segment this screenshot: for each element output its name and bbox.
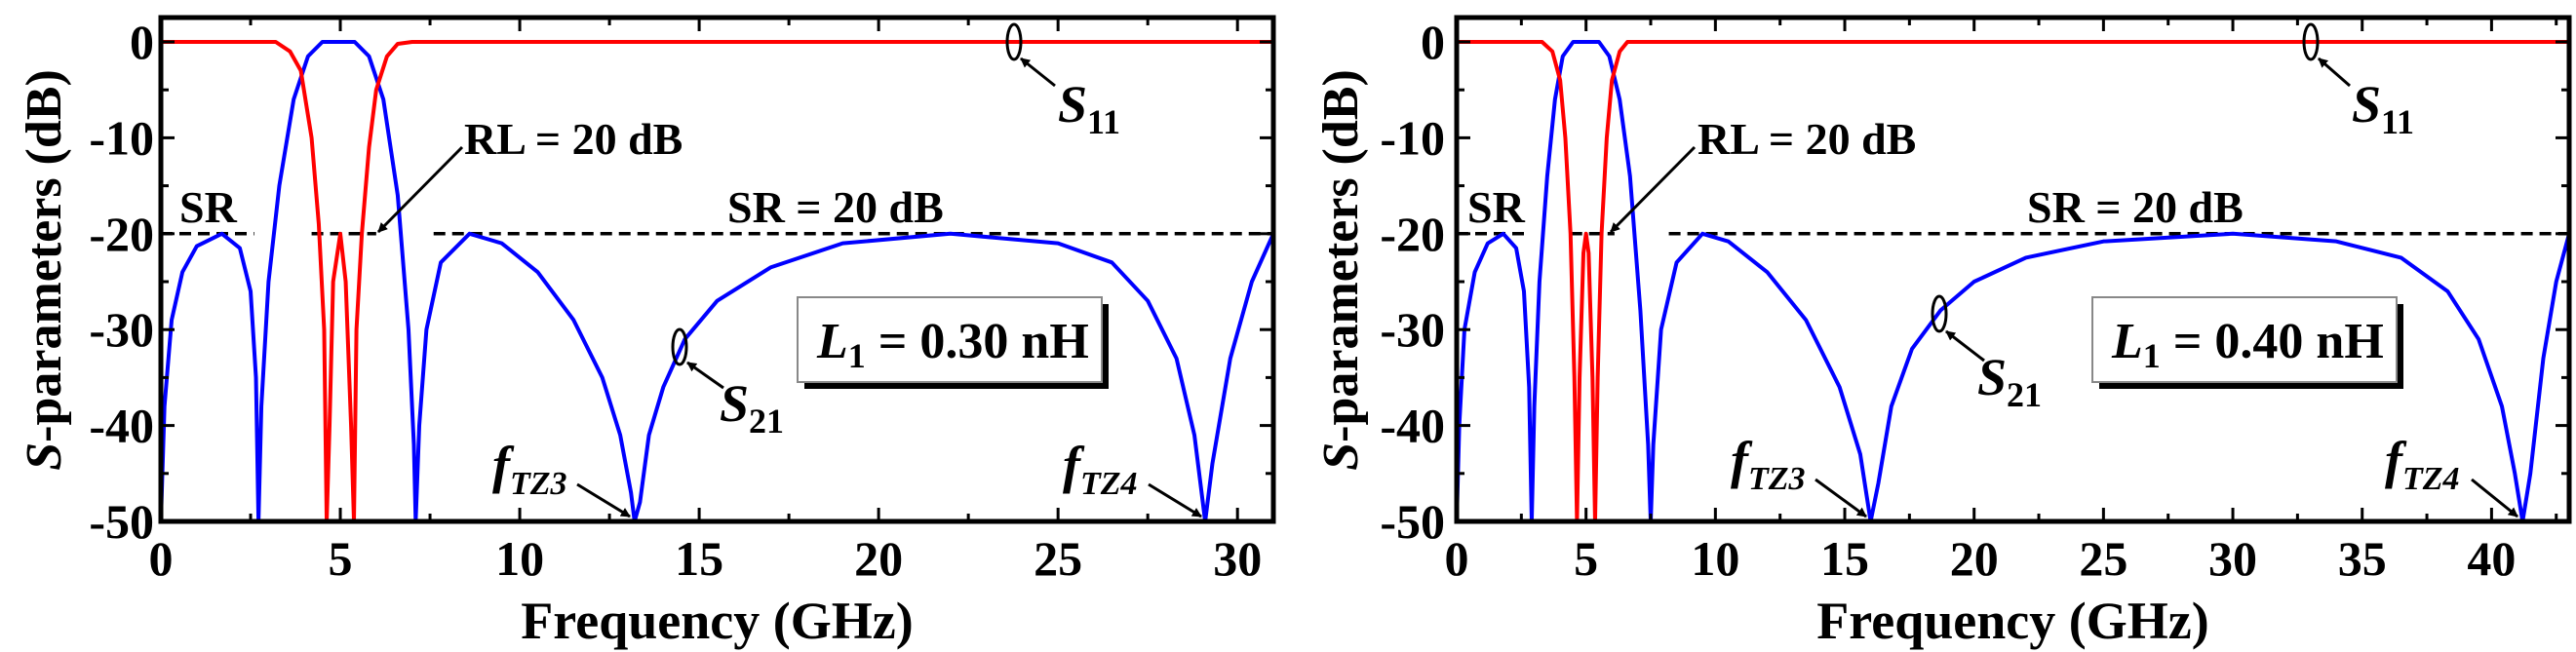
annotation-s11-main: S [1058,75,1087,134]
series-s21-line [1457,40,2569,521]
annotation-sr-label: SR [1467,182,1526,232]
annotation-ftz4-sub: TZ4 [2402,461,2460,497]
x-tick-label: 25 [2079,531,2127,586]
y-tick-label: -20 [1380,207,1445,261]
y-axis-title-rest: -parameters (dB) [17,69,72,442]
param-label-main: L [816,314,848,369]
x-axis-title: Frequency (GHz) [1816,592,2208,650]
annotation-ftz3: fTZ3 [492,436,567,502]
x-tick-label: 0 [1445,531,1469,586]
s11-arrow [1020,57,1056,88]
y-tick-label: -10 [89,110,154,165]
annotation-ftz4-main: f [2385,431,2407,489]
y-axis-title-italic: S [1313,442,1369,471]
chart-panel-2: 0 5 10 15 20 25 30 35 40 0 -10 -20 -30 -40 -50 Frequenc… [1313,15,2572,650]
param-label: L1 = 0.30 nH [816,314,1089,375]
param-label-rest: = 0.30 nH [866,314,1089,369]
s21-marker-ellipse [671,327,688,366]
annotation-sr-value-label: SR = 20 dB [2027,182,2244,232]
annotation-ftz4-sub: TZ4 [1080,466,1138,502]
annotation-sr-label: SR [179,182,238,232]
x-tick-label: 10 [495,531,544,586]
s11-arrow [2318,57,2351,88]
x-tick-label: 5 [1574,531,1598,586]
ftz3-arrow [1815,478,1867,518]
annotation-rl-label: RL = 20 dB [1698,114,1916,164]
ftz4-arrow [1148,482,1202,518]
param-label-rest: = 0.40 nH [2161,314,2384,369]
x-tick-label: 25 [1034,531,1082,586]
x-tick-label: 15 [675,531,723,586]
plot-frame [158,15,1276,524]
annotation-ftz3-sub: TZ3 [1748,461,1806,497]
x-axis-title: Frequency (GHz) [521,592,913,650]
annotation-ftz3-sub: TZ3 [510,466,567,502]
annotation-sr-value-label: SR = 20 dB [727,182,944,232]
annotation-s21-main: S [1977,348,2007,406]
ftz3-arrow [576,482,631,518]
y-tick-label: -40 [1380,399,1445,453]
annotation-s21-sub: 21 [2007,375,2042,414]
x-tick-label: 20 [854,531,903,586]
y-tick-label: -30 [1380,302,1445,357]
x-tick-label: 30 [2208,531,2257,586]
series-s11-line [161,40,1273,521]
s21-arrow [686,361,724,390]
annotation-rl-label: RL = 20 dB [464,114,683,164]
rl-arrow [376,145,464,234]
annotation-ftz3: fTZ3 [1731,431,1806,497]
annotation-s21-sub: 21 [749,402,784,441]
annotation-s11: S11 [1058,75,1120,141]
y-tick-label: -50 [1380,494,1445,549]
s21-arrow [1945,329,1985,363]
ftz4-arrow [2471,478,2518,518]
annotation-s21: S21 [1977,348,2042,414]
y-axis-title-rest: -parameters (dB) [1313,69,1369,442]
x-tick-label: 15 [1820,531,1869,586]
annotation-s11-sub: 11 [2381,102,2414,141]
y-tick-label: 0 [1421,15,1445,69]
y-tick-label: 0 [130,15,154,69]
s11-marker-ellipse [2302,22,2320,61]
annotation-s11-main: S [2352,75,2381,134]
param-box [797,296,1103,383]
x-tick-label: 30 [1213,531,1262,586]
param-label-main: L [2111,314,2143,369]
y-tick-label: -10 [1380,110,1445,165]
y-tick-label: -50 [89,494,154,549]
y-tick-label: -40 [89,399,154,453]
x-tick-label: 0 [149,531,174,586]
plot-frame [1454,15,2572,524]
x-tick-label: 10 [1691,531,1739,586]
y-tick-label: -20 [89,207,154,261]
rl-arrow [1609,145,1697,234]
annotation-ftz4: fTZ4 [1063,436,1138,502]
y-tick-label: -30 [89,302,154,357]
series-s11-line [1457,40,2569,521]
y-axis-title: S-parameters (dB) [17,69,72,471]
annotation-ftz4: fTZ4 [2385,431,2460,497]
x-tick-label: 20 [1950,531,1999,586]
annotation-s21: S21 [720,374,784,441]
series-s21-line [161,40,1273,521]
param-box [2091,296,2398,383]
y-axis-title: S-parameters (dB) [1313,69,1369,471]
param-label: L1 = 0.40 nH [2111,314,2384,375]
param-label-sub: 1 [848,336,866,375]
s21-marker-ellipse [1931,294,1948,333]
annotation-ftz4-main: f [1063,436,1085,494]
param-label-sub: 1 [2143,336,2161,375]
x-tick-label: 40 [2467,531,2516,586]
annotation-ftz3-main: f [492,436,515,494]
annotation-ftz3-main: f [1731,431,1753,489]
s11-marker-ellipse [1005,22,1023,61]
y-axis-title-italic: S [17,442,72,471]
chart-panel-1: 0 5 10 15 20 25 30 0 -10 -20 -30 -40 -50 Frequency (G… [17,15,1276,650]
x-tick-label: 5 [329,531,353,586]
annotation-s21-main: S [720,374,749,433]
annotation-s11-sub: 11 [1087,102,1120,141]
annotation-s11: S11 [2352,75,2414,141]
x-tick-label: 35 [2338,531,2387,586]
